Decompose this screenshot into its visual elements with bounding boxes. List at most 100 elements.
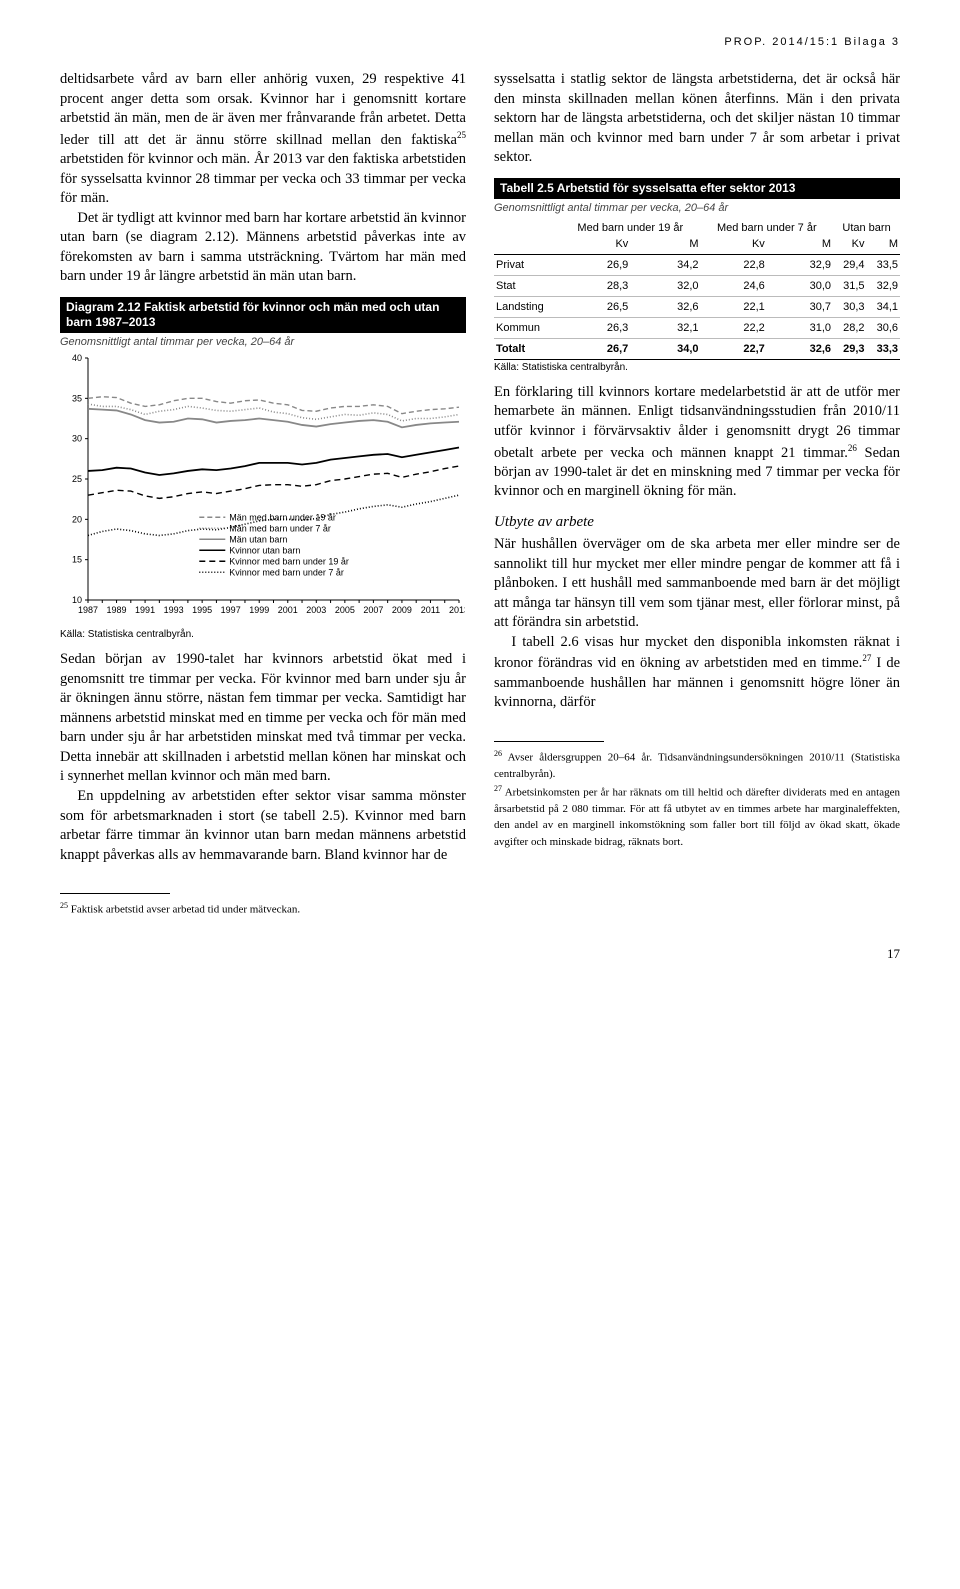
svg-text:1995: 1995: [192, 605, 212, 615]
row-label: Landsting: [494, 296, 560, 317]
cell: 24,6: [701, 275, 767, 296]
diagram-title: Diagram 2.12 Faktisk arbetstid för kvinn…: [60, 297, 466, 333]
cell: 26,5: [560, 296, 630, 317]
th-group-2: Utan barn: [833, 218, 900, 234]
svg-text:25: 25: [72, 474, 82, 484]
cell: 32,9: [867, 275, 901, 296]
cell: 32,6: [767, 338, 833, 359]
cell: 33,3: [867, 338, 901, 359]
chart-source: Källa: Statistiska centralbyrån.: [60, 629, 466, 640]
cell: 30,0: [767, 275, 833, 296]
th-group-0: Med barn under 19 år: [560, 218, 700, 234]
cell: 32,9: [767, 254, 833, 275]
left-p4: En uppdelning av arbetstiden efter sekto…: [60, 787, 466, 865]
table-row: Stat28,332,024,630,031,532,9: [494, 275, 900, 296]
svg-text:20: 20: [72, 514, 82, 524]
cell: 30,6: [867, 317, 901, 338]
svg-text:2013: 2013: [449, 605, 465, 615]
left-p1: deltidsarbete vård av barn eller anhörig…: [60, 70, 466, 209]
table-subtitle: Genomsnittligt antal timmar per vecka, 2…: [494, 199, 900, 218]
right-column: sysselsatta i statlig sektor de längsta …: [494, 70, 900, 918]
th-kv-1: Kv: [701, 234, 767, 255]
cell: 34,0: [630, 338, 700, 359]
cell: 22,8: [701, 254, 767, 275]
svg-text:1997: 1997: [221, 605, 241, 615]
table-title: Tabell 2.5 Arbetstid för sysselsatta eft…: [494, 178, 900, 199]
left-p3: Sedan början av 1990-talet har kvinnors …: [60, 650, 466, 787]
sup27: 27: [862, 653, 871, 663]
table-row: Kommun26,332,122,231,028,230,6: [494, 317, 900, 338]
cell: 32,0: [630, 275, 700, 296]
table-row: Privat26,934,222,832,929,433,5: [494, 254, 900, 275]
svg-text:35: 35: [72, 393, 82, 403]
cell: 31,0: [767, 317, 833, 338]
th-m-0: M: [630, 234, 700, 255]
page-number: 17: [60, 946, 900, 962]
svg-text:2011: 2011: [421, 605, 440, 615]
svg-text:Kvinnor utan barn: Kvinnor utan barn: [229, 545, 300, 555]
footnote-25: 25 Faktisk arbetstid avser arbetad tid u…: [60, 900, 466, 918]
svg-text:40: 40: [72, 353, 82, 363]
data-table: Med barn under 19 år Med barn under 7 år…: [494, 218, 900, 360]
svg-text:10: 10: [72, 595, 82, 605]
right-p1: sysselsatta i statlig sektor de längsta …: [494, 70, 900, 168]
cell: 34,1: [867, 296, 901, 317]
svg-text:2001: 2001: [278, 605, 298, 615]
sup26: 26: [848, 443, 857, 453]
p1-b: arbetstiden för kvinnor och män. År 2013…: [60, 151, 466, 206]
footnote-separator-right: [494, 741, 604, 742]
cell: 26,9: [560, 254, 630, 275]
cell: 29,4: [833, 254, 866, 275]
footnote-26-text: Avser åldersgruppen 20–64 år. Tidsanvänd…: [494, 752, 900, 781]
cell: 32,6: [630, 296, 700, 317]
cell: 28,2: [833, 317, 866, 338]
diagram-subtitle: Genomsnittligt antal timmar per vecka, 2…: [60, 333, 466, 352]
svg-text:Män med barn under 7 år: Män med barn under 7 år: [229, 523, 331, 533]
cell: 22,2: [701, 317, 767, 338]
svg-text:2007: 2007: [363, 605, 383, 615]
right-p4: I tabell 2.6 visas hur mycket den dispon…: [494, 633, 900, 713]
right-p3: När hushållen överväger om de ska arbeta…: [494, 535, 900, 633]
footnote-25-text: Faktisk arbetstid avser arbetad tid unde…: [71, 904, 300, 916]
row-label: Totalt: [494, 338, 560, 359]
svg-text:2009: 2009: [392, 605, 412, 615]
svg-text:2005: 2005: [335, 605, 355, 615]
right-p4a: I tabell 2.6 visas hur mycket den dispon…: [494, 634, 900, 671]
svg-text:Män utan barn: Män utan barn: [229, 534, 287, 544]
svg-text:Kvinnor med barn under 7 år: Kvinnor med barn under 7 år: [229, 567, 344, 577]
footnote-27-text: Arbetsinkomsten per år har räknats om ti…: [494, 786, 900, 848]
left-column: deltidsarbete vård av barn eller anhörig…: [60, 70, 466, 918]
p1-a: deltidsarbete vård av barn eller anhörig…: [60, 71, 466, 148]
table-row: Landsting26,532,622,130,730,334,1: [494, 296, 900, 317]
th-kv-2: Kv: [833, 234, 866, 255]
th-m-1: M: [767, 234, 833, 255]
page-header: PROP. 2014/15:1 Bilaga 3: [60, 36, 900, 48]
cell: 29,3: [833, 338, 866, 359]
cell: 26,3: [560, 317, 630, 338]
footnote-27: 27 Arbetsinkomsten per år har räknats om…: [494, 783, 900, 851]
cell: 30,7: [767, 296, 833, 317]
right-p2a: En förklaring till kvinnors kortare mede…: [494, 384, 900, 461]
cell: 22,1: [701, 296, 767, 317]
svg-text:Kvinnor med barn under 19 år: Kvinnor med barn under 19 år: [229, 556, 349, 566]
section-utbyte: Utbyte av arbete: [494, 514, 900, 531]
svg-text:30: 30: [72, 434, 82, 444]
cell: 28,3: [560, 275, 630, 296]
sup25: 25: [457, 130, 466, 140]
cell: 30,3: [833, 296, 866, 317]
table-source: Källa: Statistiska centralbyrån.: [494, 362, 900, 373]
line-chart: 1015202530354019871989199119931995199719…: [60, 352, 466, 627]
cell: 33,5: [867, 254, 901, 275]
cell: 22,7: [701, 338, 767, 359]
svg-text:15: 15: [72, 555, 82, 565]
cell: 26,7: [560, 338, 630, 359]
svg-text:1989: 1989: [107, 605, 127, 615]
table-row-total: Totalt26,734,022,732,629,333,3: [494, 338, 900, 359]
cell: 31,5: [833, 275, 866, 296]
row-label: Kommun: [494, 317, 560, 338]
svg-text:Män med barn under 19 år: Män med barn under 19 år: [229, 512, 336, 522]
th-m-2: M: [867, 234, 901, 255]
th-kv-0: Kv: [560, 234, 630, 255]
footnote-separator-left: [60, 893, 170, 894]
th-group-1: Med barn under 7 år: [701, 218, 834, 234]
